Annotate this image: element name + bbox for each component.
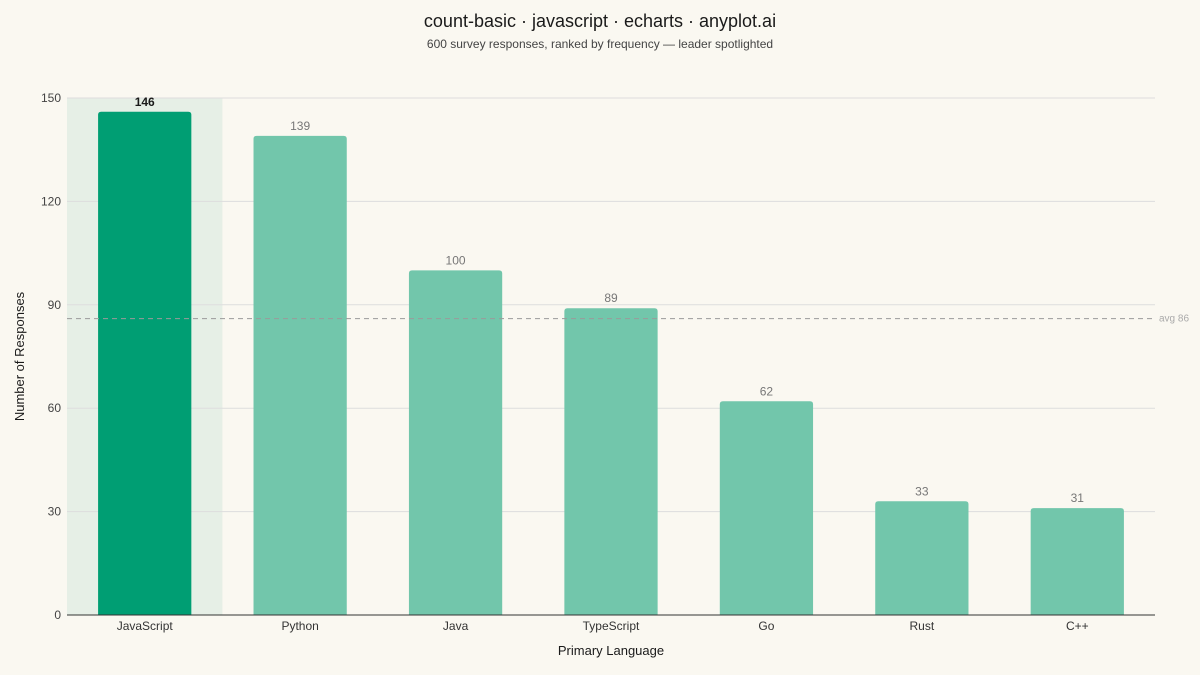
data-label: 139 [290, 119, 310, 133]
data-label: 33 [915, 484, 929, 498]
bar-typescript [564, 308, 658, 615]
chart-title: count-basic · javascript · echarts · any… [423, 11, 777, 31]
bar-rust [875, 501, 969, 615]
y-tick-label: 30 [48, 505, 62, 519]
bar-python [253, 135, 347, 615]
chart-subtitle: 600 survey responses, ranked by frequenc… [426, 37, 774, 51]
average-label: avg 86 [1159, 314, 1189, 325]
bar-javascript [98, 111, 192, 615]
y-tick-label: 0 [54, 608, 61, 622]
x-tick-label: C++ [1066, 619, 1089, 633]
data-label: 89 [604, 291, 618, 305]
x-tick-label: TypeScript [583, 619, 640, 633]
x-tick-label: Go [758, 619, 774, 633]
x-tick-label: Java [443, 619, 469, 633]
bar-java [408, 270, 503, 615]
data-label: 31 [1071, 491, 1085, 505]
y-tick-label: 60 [48, 401, 62, 415]
x-axis-title: Primary Language [558, 643, 664, 658]
data-label: 100 [446, 253, 466, 267]
y-tick-label: 90 [48, 298, 62, 312]
data-label: 62 [760, 384, 774, 398]
y-tick-label: 150 [41, 91, 61, 105]
bar-c- [1030, 508, 1124, 615]
x-tick-label: JavaScript [117, 619, 174, 633]
x-tick-label: Python [281, 619, 318, 633]
y-tick-label: 120 [41, 194, 61, 208]
y-axis-title: Number of Responses [12, 291, 27, 421]
data-label: 146 [135, 95, 155, 109]
bar-go [719, 401, 814, 615]
x-tick-label: Rust [910, 619, 935, 633]
